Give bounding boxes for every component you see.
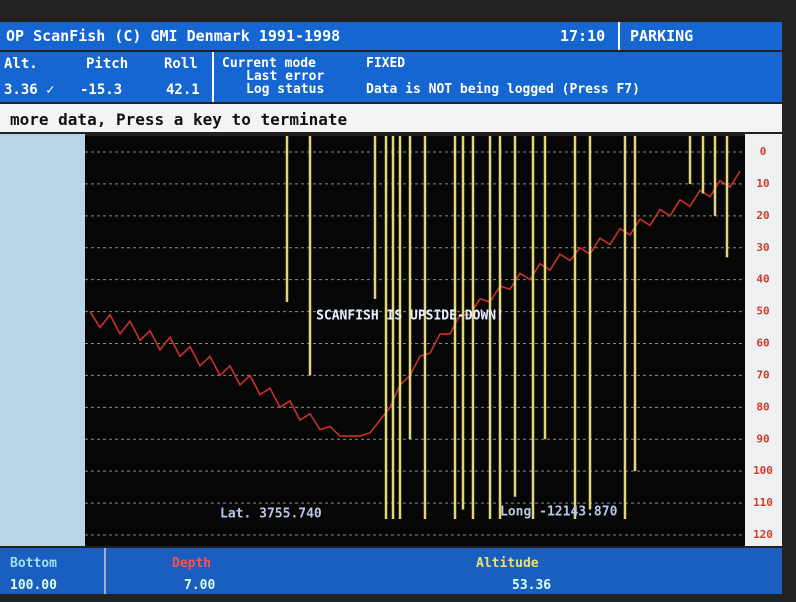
latitude: Lat. 3755.740 <box>220 507 322 522</box>
y-tick-label: 100 <box>753 464 773 477</box>
footer-bar <box>0 548 782 594</box>
y-tick-label: 10 <box>756 177 769 190</box>
y-tick-label: 40 <box>756 273 769 286</box>
warning: SCANFISH IS UPSIDE-DOWN! <box>316 309 504 324</box>
y-tick-label: 110 <box>753 496 773 509</box>
y-tick-label: 0 <box>760 145 767 158</box>
altitude-value: 53.36 <box>512 578 551 593</box>
y-tick-label: 60 <box>756 337 769 350</box>
y-tick-label: 90 <box>756 432 769 445</box>
screen: OP ScanFish (C) GMI Denmark 1991-1998 17… <box>0 0 796 602</box>
altitude-label: Altitude <box>476 556 539 571</box>
y-tick-label: 70 <box>756 368 769 381</box>
y-tick-label: 50 <box>756 305 769 318</box>
footer-divider <box>104 548 106 594</box>
longitude: Long -12143.870 <box>500 505 618 520</box>
bottom-label: Bottom <box>10 556 57 571</box>
y-tick-label: 20 <box>756 209 769 222</box>
y-tick-label: 80 <box>756 400 769 413</box>
plot: 0 10 20 30 40 50 60 70 80 90 100 110 120 SCANFISH IS … <box>0 0 796 602</box>
plot-area <box>85 136 745 546</box>
y-tick-label: 120 <box>753 528 773 541</box>
depth-label: Depth <box>172 556 211 571</box>
y-tick-label: 30 <box>756 241 769 254</box>
bottom-value: 100.00 <box>10 578 57 593</box>
depth-value: 7.00 <box>184 578 215 593</box>
